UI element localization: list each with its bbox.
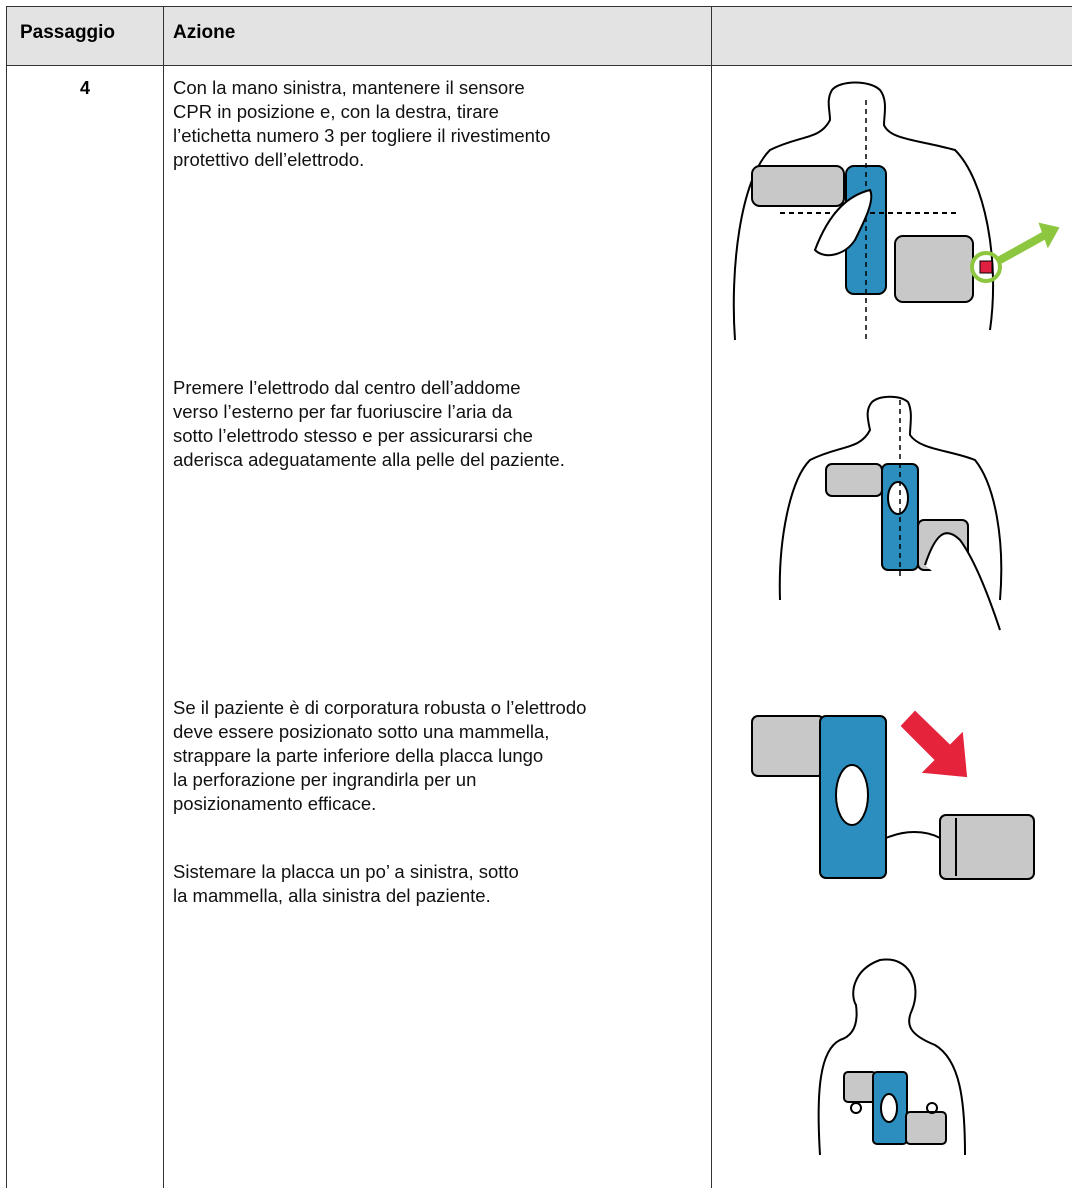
illustration-1 [732, 81, 1060, 341]
text-line: Sistemare la placca un po’ a sinistra, s… [173, 861, 519, 882]
border [163, 6, 164, 1188]
text-line: Premere l’elettrodo dal centro dell’addo… [173, 377, 521, 398]
text-line: l’etichetta numero 3 per togliere il riv… [173, 125, 551, 146]
text-line: deve essere posizionato sotto una mammel… [173, 721, 550, 742]
header-cell: Azione [173, 22, 236, 43]
header-cell: Passaggio [20, 22, 116, 43]
text-line: verso l’esterno per far fuoriuscire l’ar… [173, 401, 513, 422]
text-line: protettivo dell’elettrodo. [173, 149, 365, 170]
text-line: la mammella, alla sinistra del paziente. [173, 885, 491, 906]
text-line: strappare la parte inferiore della placc… [173, 745, 544, 766]
border [711, 6, 712, 1188]
text-line: Se il paziente è di corporatura robusta … [173, 697, 587, 718]
illustration-4 [817, 958, 966, 1156]
text-line: CPR in posizione e, con la destra, tirar… [173, 101, 499, 122]
text-line: posizionamento efficace. [173, 793, 377, 814]
text-line: la perforazione per ingrandirla per un [173, 769, 477, 790]
border [6, 6, 7, 1188]
step-number: 4 [80, 78, 91, 98]
header-row [6, 6, 1072, 66]
illustration-3 [751, 710, 1035, 880]
text-line: sotto l’elettrodo stesso e per assicurar… [173, 425, 533, 446]
text-line: aderisca adeguatamente alla pelle del pa… [173, 449, 565, 470]
illustration-2 [778, 395, 1003, 631]
text-line: Con la mano sinistra, mantenere il senso… [173, 77, 525, 98]
